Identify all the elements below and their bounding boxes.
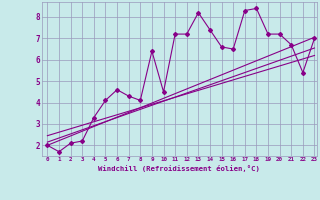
X-axis label: Windchill (Refroidissement éolien,°C): Windchill (Refroidissement éolien,°C) [98, 165, 260, 172]
